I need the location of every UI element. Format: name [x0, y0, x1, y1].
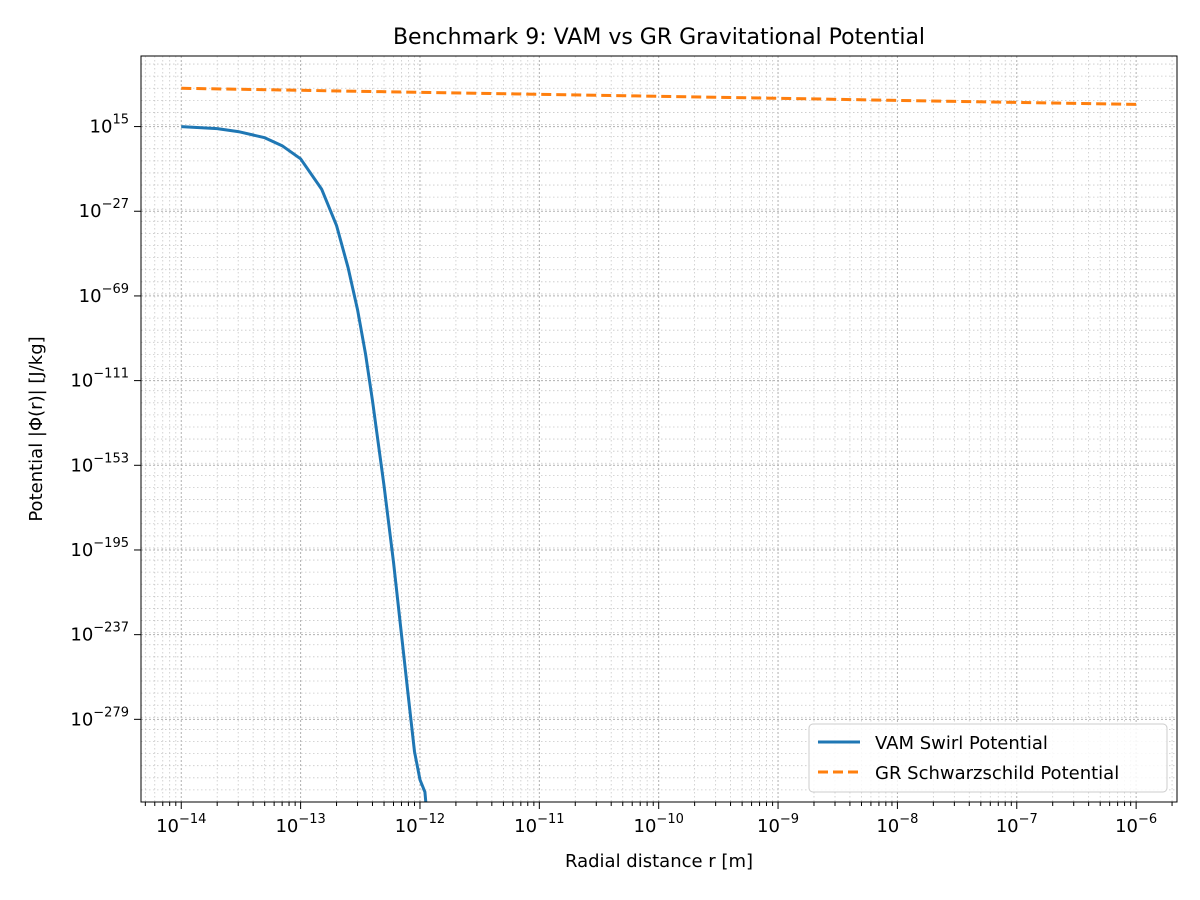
y-tick-label-base: 10 — [90, 117, 113, 138]
y-tick-label-base: 10 — [70, 371, 93, 392]
y-tick-label-base: 10 — [70, 540, 93, 561]
x-tick-label-base: 10 — [757, 816, 780, 837]
x-tick-label-base: 10 — [1115, 816, 1138, 837]
x-tick-label-exponent: −6 — [1138, 812, 1157, 827]
legend-label-vam: VAM Swirl Potential — [875, 733, 1048, 754]
x-tick-label-base: 10 — [876, 816, 899, 837]
y-tick-label: 10−111 — [70, 367, 129, 392]
x-tick-label-exponent: −9 — [780, 812, 799, 827]
y-tick-label: 10−279 — [70, 705, 129, 730]
y-tick-label-base: 10 — [70, 455, 93, 476]
y-tick-label-exponent: −279 — [93, 705, 129, 720]
x-tick-label: 10−11 — [514, 812, 564, 837]
x-tick-label-exponent: −12 — [418, 812, 445, 827]
x-tick-label: 10−12 — [395, 812, 445, 837]
y-tick-label-exponent: −27 — [102, 197, 129, 212]
x-tick-label: 10−13 — [275, 812, 325, 837]
y-tick-label: 10−27 — [79, 197, 129, 222]
x-tick-label: 10−8 — [876, 812, 918, 837]
x-tick-label-exponent: −7 — [1019, 812, 1038, 827]
x-tick-label-exponent: −13 — [298, 812, 325, 827]
x-tick-label-exponent: −14 — [179, 812, 206, 827]
x-tick-label-base: 10 — [395, 816, 418, 837]
y-tick-label-base: 10 — [70, 625, 93, 646]
y-tick-label-exponent: −237 — [93, 621, 129, 636]
y-tick-label: 10−69 — [79, 282, 129, 307]
x-tick-label-base: 10 — [156, 816, 179, 837]
x-tick-label-base: 10 — [275, 816, 298, 837]
x-tick-label-exponent: −11 — [537, 812, 564, 827]
grid — [141, 56, 1177, 803]
x-axis-label: Radial distance r [m] — [565, 851, 753, 872]
y-tick-label-exponent: 15 — [112, 113, 129, 128]
legend-box — [808, 723, 1168, 793]
x-tick-label: 10−7 — [996, 812, 1038, 837]
series-line-vam — [181, 125, 428, 803]
x-tick-label-exponent: −8 — [899, 812, 918, 827]
x-tick-label: 10−10 — [634, 812, 684, 837]
x-tick-label-base: 10 — [514, 816, 537, 837]
y-tick-label-exponent: −69 — [102, 282, 129, 297]
y-tick-label-base: 10 — [70, 709, 93, 730]
y-tick-label-exponent: −195 — [93, 536, 129, 551]
y-axis-label: Potential |Φ(r)| [J/kg] — [26, 336, 47, 521]
y-tick-label: 1015 — [90, 113, 129, 138]
x-tick-label: 10−14 — [156, 812, 206, 837]
y-tick-label: 10−237 — [70, 621, 129, 646]
legend: VAM Swirl Potential GR Schwarzschild Pot… — [808, 723, 1168, 793]
series-line-gr — [181, 86, 1137, 106]
series-layer — [181, 86, 1137, 803]
x-tick-label: 10−9 — [757, 812, 799, 837]
ticks: 10−14 10−13 10−12 10−11 10−10 10−9 10−8 10−7 10−… — [70, 113, 1173, 837]
legend-label-gr: GR Schwarzschild Potential — [875, 763, 1119, 784]
y-tick-label-exponent: −111 — [93, 367, 129, 382]
y-tick-label-exponent: −153 — [93, 451, 129, 466]
y-tick-label-base: 10 — [79, 201, 102, 222]
x-tick-label-base: 10 — [996, 816, 1019, 837]
y-tick-label: 10−195 — [70, 536, 129, 561]
y-tick-label-base: 10 — [79, 286, 102, 307]
x-tick-label-base: 10 — [634, 816, 657, 837]
y-tick-label: 10−153 — [70, 451, 129, 476]
x-tick-label: 10−6 — [1115, 812, 1157, 837]
chart-title: Benchmark 9: VAM vs GR Gravitational Pot… — [393, 25, 925, 50]
x-tick-label-exponent: −10 — [656, 812, 683, 827]
